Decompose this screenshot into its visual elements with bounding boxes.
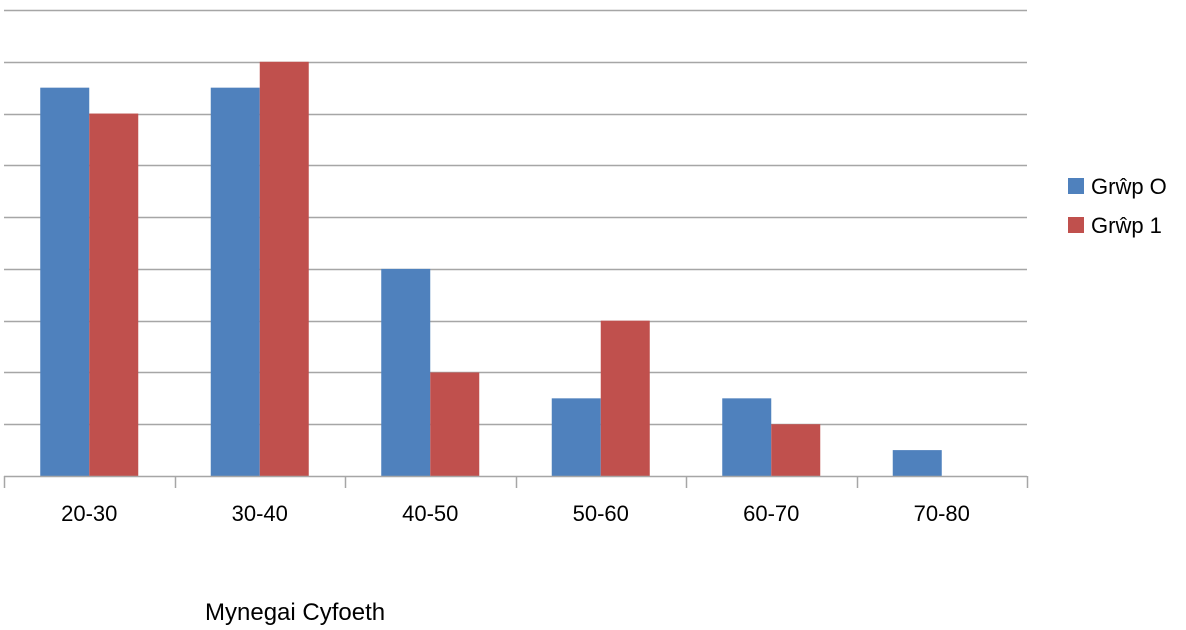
bar-series1-40-50 [381, 268, 431, 476]
x-tick-labels: 20-30 30-40 40-50 50-60 60-70 70-80 [61, 501, 970, 526]
x-tick-label: 40-50 [402, 501, 458, 526]
legend-label: Grŵp O [1091, 174, 1167, 199]
x-axis-title: Mynegai Cyfoeth [205, 599, 385, 626]
bar-series1-20-30 [40, 87, 90, 477]
bars [40, 61, 942, 477]
x-tick-label: 30-40 [232, 501, 288, 526]
bar-series1-50-60 [551, 398, 601, 476]
legend-swatch [1068, 217, 1084, 233]
gridlines [4, 9, 1027, 426]
x-tick-label: 60-70 [743, 501, 799, 526]
legend-label: Grŵp 1 [1091, 213, 1162, 238]
x-axis [3, 475, 1029, 488]
bar-series2-50-60 [600, 320, 650, 476]
bar-series2-30-40 [259, 61, 309, 477]
bar-series1-70-80 [892, 450, 942, 476]
bar-series1-30-40 [210, 87, 260, 477]
bar-series2-20-30 [89, 113, 139, 477]
legend-swatch [1068, 178, 1084, 194]
bar-series1-60-70 [722, 398, 772, 476]
x-tick-label: 20-30 [61, 501, 117, 526]
legend: Grŵp O Grŵp 1 [1068, 174, 1167, 238]
bar-series2-60-70 [771, 424, 821, 476]
bar-series2-40-50 [430, 372, 480, 476]
x-tick-label: 70-80 [914, 501, 970, 526]
x-tick-label: 50-60 [573, 501, 629, 526]
